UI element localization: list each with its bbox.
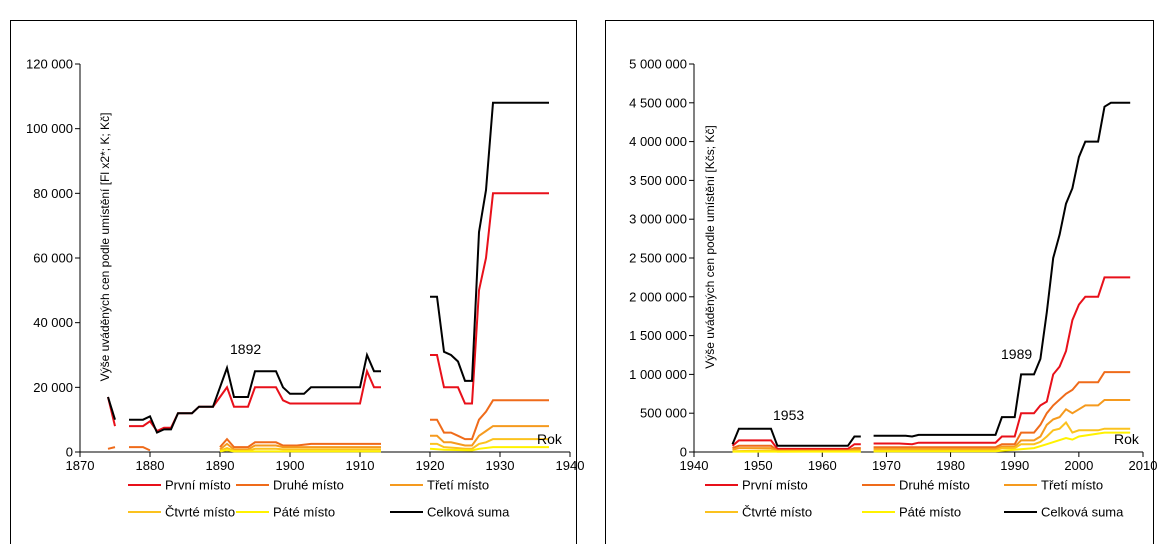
x-tick-label: 1940	[556, 458, 585, 473]
series-line	[430, 101, 549, 382]
y-tick-label: 3 000 000	[629, 212, 687, 227]
series-line	[129, 351, 381, 434]
y-tick-label: 60 000	[33, 251, 73, 266]
y-tick-label: 100 000	[26, 121, 73, 136]
annotation-label: 1989	[1001, 346, 1032, 362]
x-tick-label: 1890	[206, 458, 235, 473]
right-chart: 0 500 000 1 000 000 1 500 000 2 000 000 2 500…	[605, 20, 1158, 544]
y-tick-label: 0	[66, 445, 73, 460]
annotation-label: 1892	[230, 341, 261, 357]
y-tick-label: 40 000	[33, 315, 73, 330]
legend-label: Druhé místo	[899, 478, 970, 493]
legend-label: Páté místo	[273, 505, 335, 520]
series-line	[873, 399, 1131, 450]
x-tick-label: 1980	[936, 458, 965, 473]
series-line	[129, 446, 151, 452]
x-tick-label: 1970	[872, 458, 901, 473]
series-line	[430, 192, 549, 405]
legend-label: Čtvrté místo	[165, 505, 235, 520]
legend-label: První místo	[165, 478, 231, 493]
series-line	[129, 367, 381, 433]
series-line	[219, 442, 381, 451]
series-line	[219, 449, 381, 453]
legend-label: První místo	[742, 478, 808, 493]
series-line	[873, 101, 1131, 438]
y-tick-label: 0	[680, 445, 687, 460]
x-tick-label: 1900	[276, 458, 305, 473]
y-tick-label: 20 000	[33, 380, 73, 395]
x-tick-label: 1930	[486, 458, 515, 473]
y-tick-label: 1 000 000	[629, 367, 687, 382]
x-tick-label: 1940	[680, 458, 709, 473]
chart-frame	[10, 20, 577, 544]
y-tick-label: 5 000 000	[629, 57, 687, 72]
y-tick-label: 4 500 000	[629, 95, 687, 110]
x-tick-label: 1870	[66, 458, 95, 473]
series-line	[107, 396, 116, 420]
y-tick-label: 120 000	[26, 57, 73, 72]
y-tick-label: 500 000	[640, 406, 687, 421]
y-tick-label: 3 500 000	[629, 173, 687, 188]
y-axis-title: Výše uváděných cen podle umístění [Fl x2…	[98, 113, 112, 382]
legend-label: Druhé místo	[273, 478, 344, 493]
y-axis-title: Výše uváděných cen podle umístění [Kčs; …	[703, 125, 717, 368]
y-tick-label: 4 000 000	[629, 134, 687, 149]
chart-frame	[605, 20, 1154, 544]
legend-label: Čtvrté místo	[742, 505, 812, 520]
annotation-label: Rok	[1114, 431, 1140, 447]
x-tick-label: 1950	[744, 458, 773, 473]
x-tick-label: 1960	[808, 458, 837, 473]
series-line	[430, 399, 549, 441]
x-tick-label: 2010	[1129, 458, 1158, 473]
series-line	[429, 446, 549, 452]
y-tick-label: 2 500 000	[629, 251, 687, 266]
x-tick-label: 1990	[1000, 458, 1029, 473]
legend-label: Páté místo	[899, 505, 961, 520]
legend-label: Třetí místo	[427, 478, 489, 493]
series-line	[873, 276, 1131, 446]
legend-label: Celková suma	[427, 505, 510, 520]
x-tick-label: 1880	[136, 458, 165, 473]
series-line	[430, 438, 549, 450]
annotation-label: 1953	[773, 407, 804, 423]
y-tick-label: 2 000 000	[629, 289, 687, 304]
left-chart: 0 20 000 40 000 60 000 80 000 100 000 120 000 1…	[10, 20, 585, 544]
series-line	[731, 427, 861, 447]
series-line	[430, 425, 549, 447]
x-tick-label: 1910	[346, 458, 375, 473]
series-line	[219, 447, 381, 452]
legend-label: Třetí místo	[1041, 478, 1103, 493]
annotation-label: Rok	[537, 431, 563, 447]
x-tick-label: 2000	[1064, 458, 1093, 473]
series-line	[219, 437, 381, 449]
series-line	[873, 431, 1131, 453]
series-line	[873, 371, 1131, 449]
series-line	[873, 420, 1131, 452]
y-tick-label: 1 500 000	[629, 328, 687, 343]
series-line	[731, 439, 861, 450]
series-line	[107, 446, 116, 450]
legend-label: Celková suma	[1041, 505, 1124, 520]
x-tick-label: 1920	[416, 458, 445, 473]
y-tick-label: 80 000	[33, 186, 73, 201]
